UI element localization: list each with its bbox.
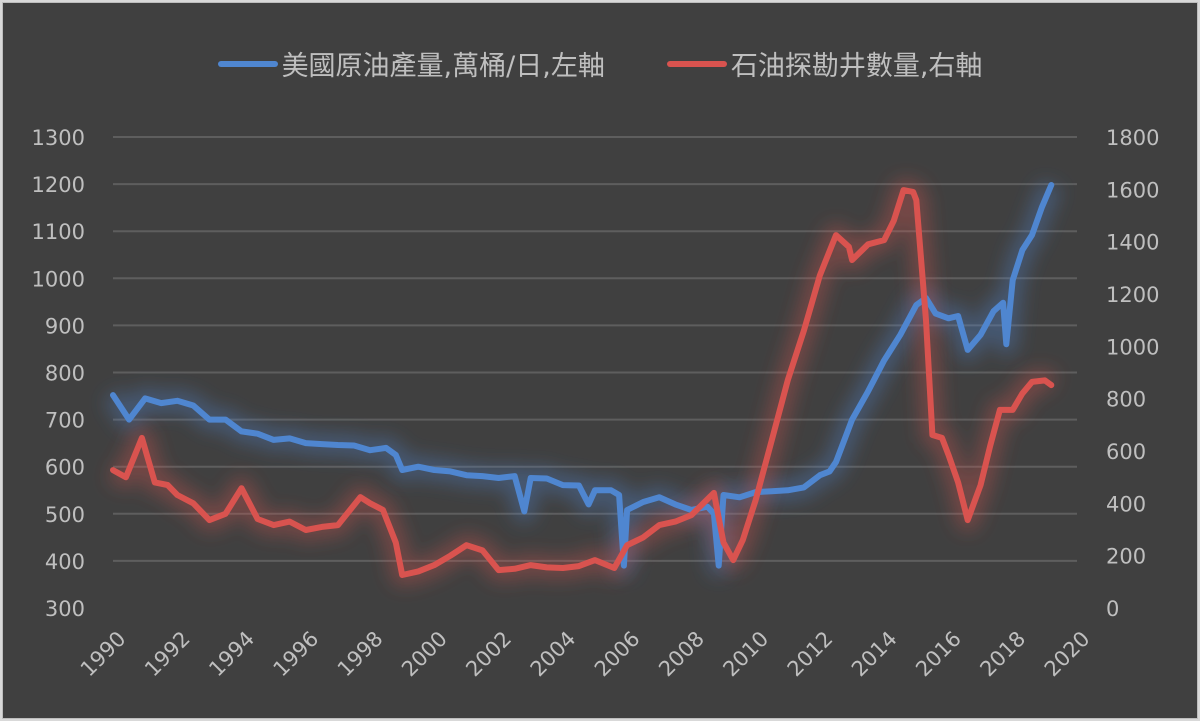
y-left-tick-label: 900 bbox=[45, 314, 85, 338]
y-right-tick-label: 800 bbox=[1106, 388, 1146, 412]
x-tick-label: 2004 bbox=[526, 627, 581, 682]
legend-label: 美國原油產量,萬桶/日,左軸 bbox=[281, 51, 605, 82]
y-left-tick-label: 600 bbox=[45, 456, 85, 480]
y-right-tick-label: 200 bbox=[1106, 545, 1146, 569]
x-axis: 1990 1992 1994 1996 1998 2000 2002 2004 2006 2008… bbox=[76, 627, 1095, 682]
x-tick-label: 2018 bbox=[976, 627, 1031, 682]
y-right-tick-label: 600 bbox=[1106, 440, 1146, 464]
y-left-tick-label: 500 bbox=[45, 503, 85, 527]
legend-swatch-red bbox=[666, 60, 727, 67]
x-tick-label: 2012 bbox=[783, 627, 838, 682]
y-axis-right: 0 200 400 600 800 1000 1200 1400 1600 1800 bbox=[1106, 126, 1159, 621]
x-tick-label: 2006 bbox=[590, 627, 645, 682]
rig-count-line bbox=[110, 187, 1055, 578]
y-left-tick-label: 1200 bbox=[32, 173, 85, 197]
x-tick-label: 2002 bbox=[461, 627, 516, 682]
legend: 美國原油產量,萬桶/日,左軸 石油探勘井數量,右軸 bbox=[0, 44, 1200, 83]
y-right-tick-label: 1000 bbox=[1106, 335, 1159, 359]
legend-item-oil-production: 美國原油產量,萬桶/日,左軸 bbox=[217, 44, 605, 83]
gridlines bbox=[113, 136, 1077, 562]
x-tick-label: 1990 bbox=[76, 627, 131, 682]
y-left-tick-label: 1100 bbox=[32, 220, 85, 244]
y-left-tick-label: 400 bbox=[45, 550, 85, 574]
y-right-tick-label: 1800 bbox=[1106, 126, 1159, 150]
x-tick-label: 2000 bbox=[397, 627, 452, 682]
legend-label: 石油探勘井數量,右軸 bbox=[730, 51, 983, 82]
legend-item-rig-count: 石油探勘井數量,右軸 bbox=[666, 44, 983, 83]
y-left-tick-label: 700 bbox=[45, 409, 85, 433]
oil-production-line bbox=[110, 182, 1055, 569]
y-left-tick-label: 800 bbox=[45, 362, 85, 386]
y-right-tick-label: 1600 bbox=[1106, 178, 1159, 202]
x-tick-label: 1992 bbox=[140, 627, 195, 682]
legend-swatch-blue bbox=[217, 60, 278, 67]
y-right-tick-label: 400 bbox=[1106, 492, 1146, 516]
y-axis-left: 300 400 500 600 700 800 900 1000 1100 1200 1300 bbox=[32, 126, 85, 621]
x-tick-label: 2008 bbox=[654, 627, 709, 682]
x-tick-label: 1998 bbox=[333, 627, 388, 682]
y-right-tick-label: 0 bbox=[1106, 597, 1119, 621]
x-tick-label: 1994 bbox=[204, 627, 259, 682]
y-right-tick-label: 1200 bbox=[1106, 283, 1159, 307]
y-left-tick-label: 1000 bbox=[32, 267, 85, 291]
x-tick-label: 2016 bbox=[911, 627, 966, 682]
y-left-tick-label: 300 bbox=[45, 597, 85, 621]
y-right-tick-label: 1400 bbox=[1106, 231, 1159, 255]
x-tick-label: 2020 bbox=[1040, 627, 1095, 682]
y-left-tick-label: 1300 bbox=[32, 126, 85, 150]
x-tick-label: 2010 bbox=[718, 627, 773, 682]
x-tick-label: 2014 bbox=[847, 627, 902, 682]
series-lines bbox=[103, 179, 1062, 586]
x-tick-label: 1996 bbox=[269, 627, 324, 682]
